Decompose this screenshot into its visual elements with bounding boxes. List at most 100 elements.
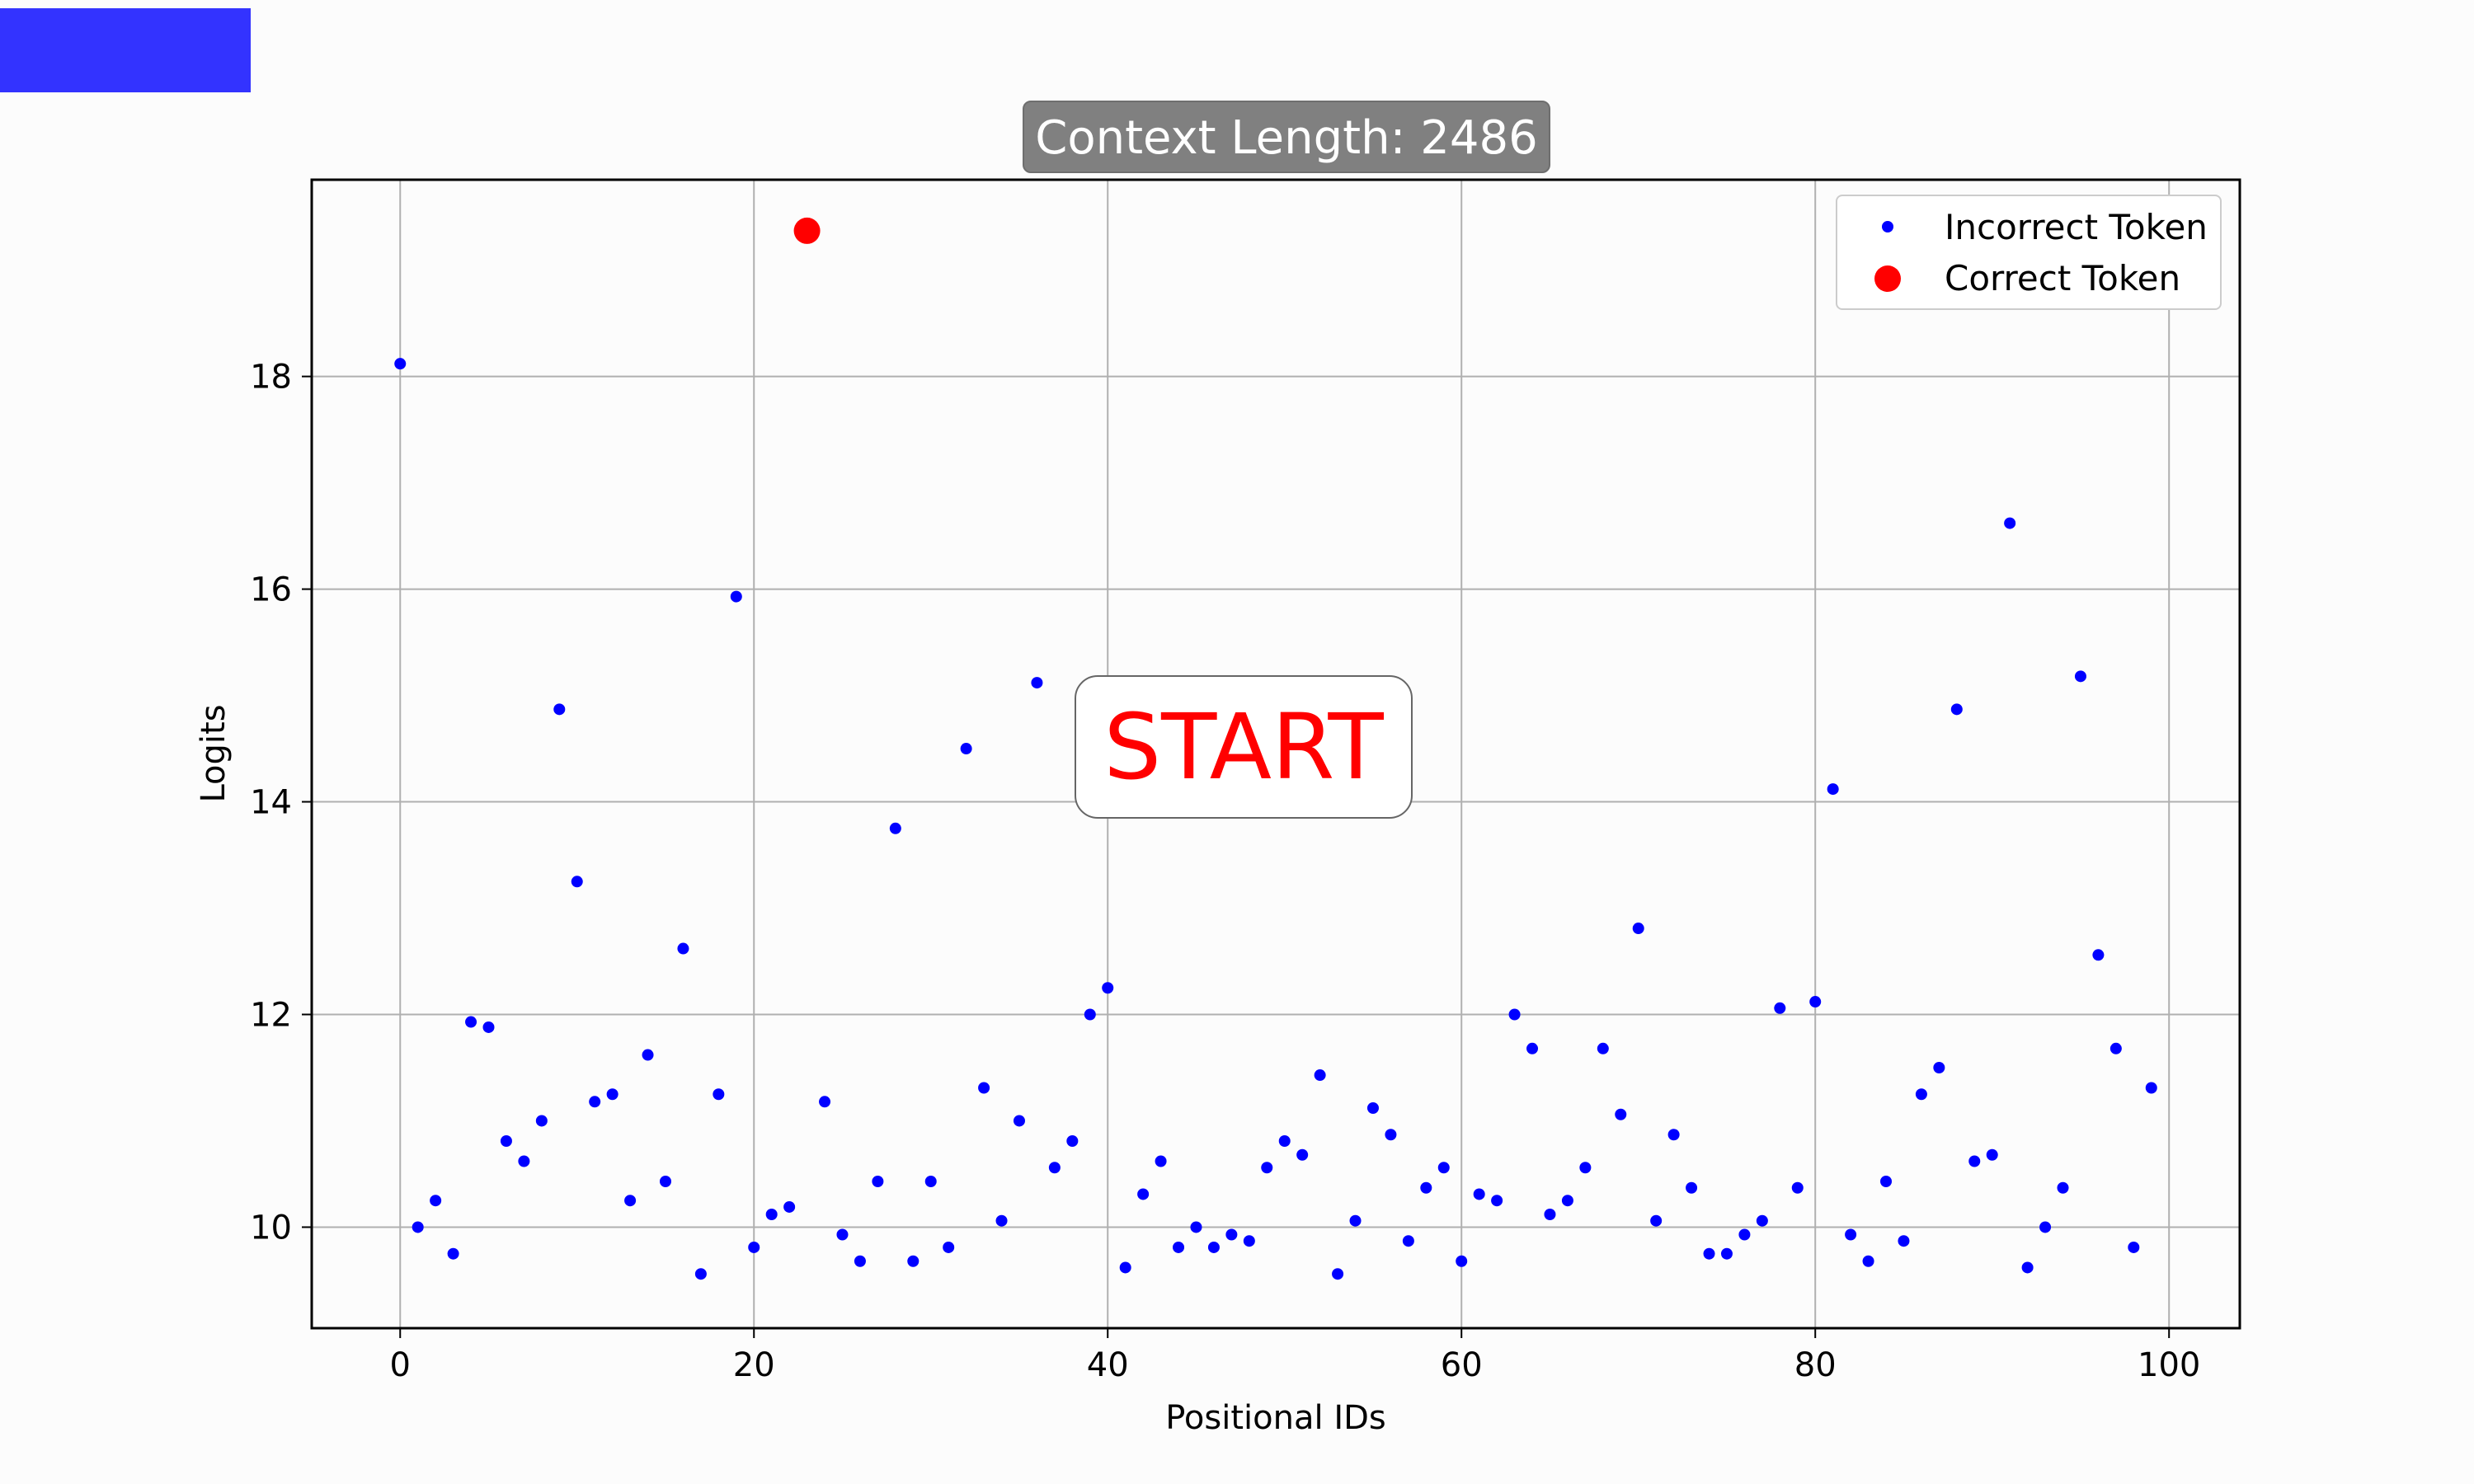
incorrect-token-point [2074, 670, 2086, 683]
incorrect-token-point [1084, 1008, 1096, 1021]
plot-frame [310, 178, 2241, 1330]
x-tick-label: 80 [1794, 1346, 1837, 1384]
y-tick-label: 16 [250, 571, 292, 609]
incorrect-token-point [1827, 783, 1839, 796]
incorrect-token-point [1402, 1235, 1414, 1247]
incorrect-token-point [1720, 1247, 1733, 1260]
incorrect-token-point [1173, 1241, 1185, 1253]
incorrect-token-point [765, 1208, 778, 1220]
x-tick-label: 100 [2138, 1346, 2200, 1384]
incorrect-token-point [924, 1176, 937, 1188]
incorrect-token-point [1791, 1181, 1804, 1194]
incorrect-token-point [606, 1088, 618, 1101]
y-axis-label: Logits [195, 704, 233, 802]
incorrect-token-point [1738, 1228, 1751, 1241]
incorrect-token-point [1809, 996, 1822, 1008]
incorrect-token-point [659, 1176, 671, 1188]
incorrect-token-point [1898, 1235, 1910, 1247]
incorrect-token-point [1031, 677, 1043, 689]
blue-header-block [0, 8, 251, 92]
incorrect-token-point [1048, 1162, 1061, 1174]
legend-item-incorrect: Incorrect Token [1837, 203, 2220, 252]
incorrect-token-point [1456, 1255, 1468, 1267]
incorrect-token-point [1986, 1148, 1998, 1161]
incorrect-token-point [1207, 1241, 1220, 1253]
incorrect-token-point [1278, 1134, 1291, 1147]
incorrect-token-point [1632, 923, 1644, 935]
incorrect-token-point [1597, 1042, 1609, 1054]
incorrect-token-point [2109, 1042, 2122, 1054]
incorrect-token-point [535, 1115, 548, 1127]
incorrect-token-point [730, 590, 742, 603]
incorrect-token-point [1667, 1129, 1680, 1141]
incorrect-token-point [1544, 1208, 1556, 1220]
incorrect-token-point [2128, 1241, 2140, 1253]
start-button[interactable]: START [1075, 675, 1413, 819]
x-tick-label: 0 [390, 1346, 411, 1384]
incorrect-token-point [748, 1241, 760, 1253]
incorrect-token-point [1102, 982, 1114, 994]
incorrect-token-point [430, 1195, 442, 1207]
incorrect-token-point [889, 822, 901, 834]
x-tick-label: 40 [1087, 1346, 1129, 1384]
incorrect-token-point [1314, 1069, 1326, 1082]
incorrect-token-point [624, 1195, 637, 1207]
incorrect-token-point [960, 743, 972, 755]
incorrect-token-point [1862, 1255, 1874, 1267]
incorrect-token-point [1526, 1042, 1539, 1054]
incorrect-token-point [1437, 1162, 1450, 1174]
incorrect-token-point [1332, 1268, 1344, 1280]
incorrect-token-point [1137, 1188, 1150, 1200]
y-tick-label: 10 [250, 1209, 292, 1247]
incorrect-token-point [642, 1049, 654, 1061]
legend-marker-correct [1874, 265, 1901, 292]
incorrect-token-point [1349, 1214, 1362, 1227]
incorrect-token-point [482, 1021, 495, 1033]
incorrect-token-point [1561, 1195, 1573, 1207]
incorrect-token-point [1756, 1214, 1768, 1227]
correct-token-point [793, 217, 821, 244]
incorrect-token-point [1119, 1261, 1131, 1274]
incorrect-token-point [2092, 949, 2105, 961]
incorrect-token-point [1915, 1088, 1927, 1101]
x-tick-label: 60 [1441, 1346, 1483, 1384]
legend-label-incorrect: Incorrect Token [1945, 207, 2208, 247]
incorrect-token-point [1225, 1228, 1238, 1241]
incorrect-token-point [518, 1155, 530, 1167]
incorrect-token-point [1473, 1188, 1485, 1200]
incorrect-token-point [571, 876, 583, 888]
chart-title: Context Length: 2486 [1023, 101, 1550, 173]
incorrect-token-point [943, 1241, 955, 1253]
legend-marker-incorrect [1882, 221, 1893, 232]
incorrect-token-point [1420, 1181, 1432, 1194]
incorrect-token-point [412, 1221, 424, 1233]
incorrect-token-point [1508, 1008, 1521, 1021]
chart-legend: Incorrect Token Correct Token [1836, 195, 2222, 310]
incorrect-token-point [2057, 1181, 2069, 1194]
incorrect-token-point [1615, 1108, 1627, 1120]
incorrect-token-point [1296, 1148, 1309, 1161]
incorrect-token-point [1243, 1235, 1255, 1247]
incorrect-token-point [465, 1016, 477, 1028]
incorrect-token-point [1703, 1247, 1715, 1260]
incorrect-token-point [713, 1088, 725, 1101]
incorrect-token-point [1650, 1214, 1663, 1227]
incorrect-token-point [836, 1228, 849, 1241]
y-axis-ticks: 10 12 14 16 18 [250, 359, 312, 1247]
incorrect-token-point [394, 358, 407, 370]
x-tick-label: 20 [733, 1346, 775, 1384]
incorrect-token-point [1261, 1162, 1273, 1174]
incorrect-token-point [677, 942, 689, 955]
incorrect-token-point [978, 1082, 990, 1094]
incorrect-token-point [553, 703, 566, 716]
incorrect-token-point [995, 1214, 1008, 1227]
incorrect-token-point [694, 1268, 707, 1280]
y-tick-label: 12 [250, 997, 292, 1035]
incorrect-token-point [783, 1200, 796, 1213]
y-tick-label: 14 [250, 784, 292, 822]
incorrect-token-point [589, 1096, 601, 1108]
x-axis-ticks: 0 20 40 60 80 100 [390, 1328, 2200, 1384]
incorrect-token-point [2004, 517, 2016, 529]
incorrect-token-point [1933, 1061, 1945, 1073]
